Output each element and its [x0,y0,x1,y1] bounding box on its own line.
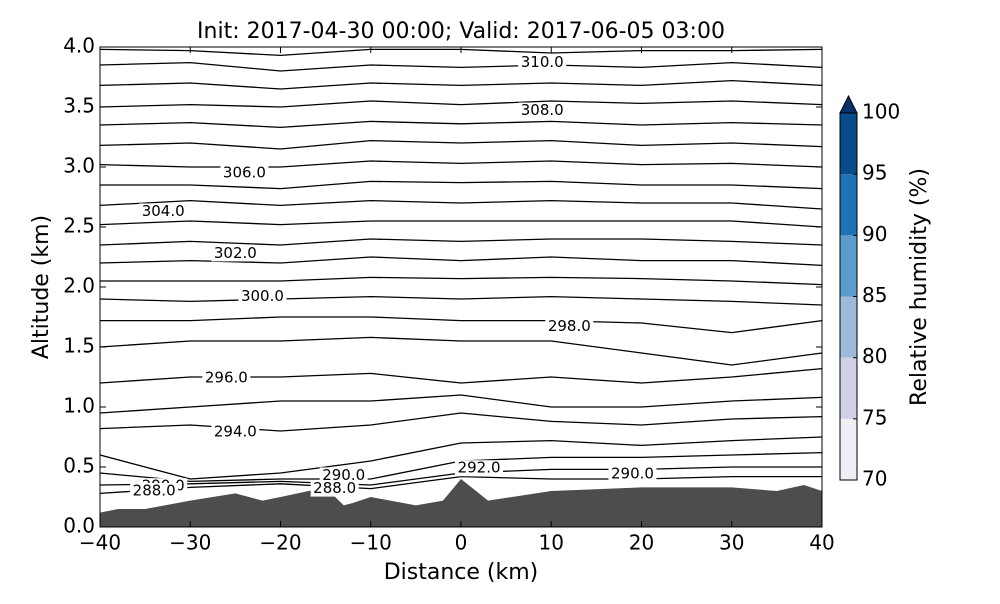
chart-title: Init: 2017-04-30 00:00; Valid: 2017-06-0… [197,19,725,44]
contour-label-bg [319,467,368,484]
contour-line [99,394,823,414]
y-tick-label: 1.0 [63,394,95,418]
colorbar-tick-label: 70 [862,467,887,491]
contour-line [100,316,823,334]
contour-line [99,61,823,72]
y-tick-label: 2.5 [63,214,95,238]
colorbar-tick-label: 75 [862,405,887,429]
contour-label: 304.0 [142,202,185,220]
contour-label-bg [211,424,260,441]
colorbar-segment [840,113,857,175]
contour-label-bg [455,460,504,477]
colorbar-tick-label: 80 [862,344,887,368]
x-tick-label: 0 [455,531,468,555]
contour-label-bg [220,165,269,181]
contour-line [99,238,823,246]
contour-label-bg [238,288,287,305]
contour-label: 294.0 [214,423,257,441]
contour-label-bg [608,466,657,483]
contour-label: 302.0 [214,244,257,262]
contour-label: 298.0 [548,317,591,335]
contour-line [99,436,823,480]
terrain [100,479,822,527]
contour-line [99,220,823,228]
colorbar-segment [840,418,857,480]
x-tick-label: 20 [629,531,654,555]
contour-label-bg [139,203,188,220]
contour-label: 288.0 [133,482,176,500]
x-axis-label: Distance (km) [384,560,539,585]
contour-line [99,199,823,210]
contour-label: 296.0 [205,369,248,387]
contour-line [100,276,823,286]
x-tick-label: −30 [169,531,211,555]
contour-line [99,100,823,108]
contour-line [99,139,823,150]
colorbar-tick-label: 85 [862,283,887,307]
x-tick-label: −10 [350,531,392,555]
contour-label: 310.0 [521,53,564,71]
contour-label-bg [545,318,594,335]
contour-line [99,295,823,306]
contour-line [99,79,823,90]
y-tick-label: 3.0 [63,154,95,178]
x-tick-label: 40 [809,531,834,555]
contour-label: 290.0 [322,466,365,484]
y-tick-label: 0.5 [63,454,95,478]
colorbar-tick-label: 90 [862,222,887,246]
contour-label: 290.0 [611,465,654,483]
contour-label: 288.0 [313,479,356,497]
x-tick-label: −20 [259,531,301,555]
colorbar-segment [840,235,857,297]
contour-label-bg [211,245,260,262]
colorbar-tick-label: 95 [862,161,887,185]
contour-label-bg [518,102,567,119]
y-tick-label: 4.0 [63,34,95,58]
colorbar-label: Relative humidity (%) [907,168,932,406]
contour-line [99,160,823,168]
contour-label-bg [310,480,359,497]
contour-label-bg [130,483,179,499]
x-tick-label: 30 [719,531,744,555]
contour-label: 306.0 [223,164,266,182]
y-tick-label: 0.0 [63,514,95,538]
contour-line [100,180,823,190]
contour-label: 292.0 [458,459,501,477]
y-axis-label: Altitude (km) [29,215,54,359]
x-tick-label: 10 [539,531,564,555]
contour-label: 308.0 [521,101,564,119]
colorbar-segment [840,357,857,419]
colorbar-tick-label: 100 [862,100,900,124]
contour-line [99,120,823,129]
contour-line [99,475,822,495]
y-tick-label: 2.0 [63,274,95,298]
contour-line [99,336,823,366]
contour-label-bg [202,370,251,387]
colorbar-segment [840,174,857,236]
contour-label-bg [518,54,567,71]
y-tick-label: 3.5 [63,94,95,118]
y-tick-label: 1.5 [63,334,95,358]
x-tick-label: −40 [79,531,121,555]
colorbar-segment [840,296,857,358]
contour-label: 300.0 [241,287,284,305]
